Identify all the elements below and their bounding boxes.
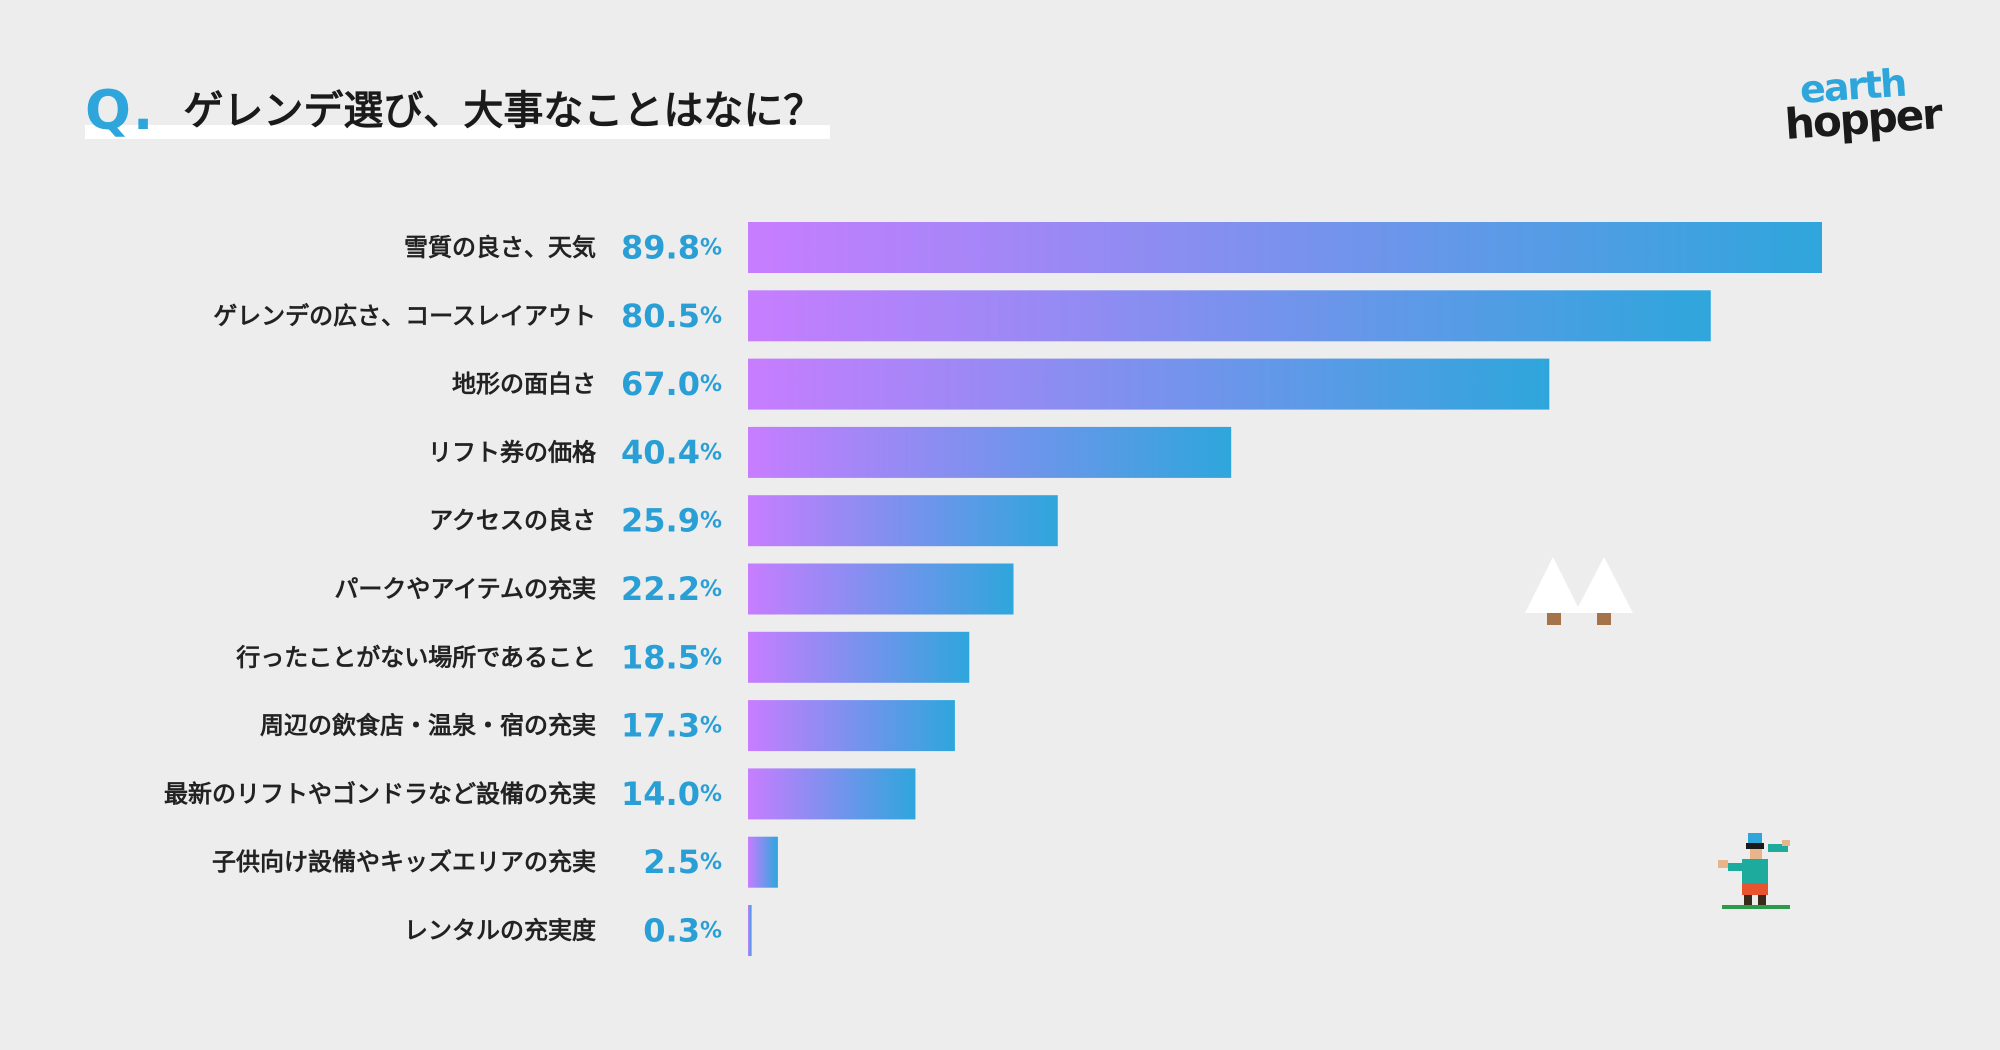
tree-trunk [1597,613,1611,625]
bar [748,836,778,888]
page-title: ゲレンデ選び、大事なことはなに？ [183,88,824,134]
value-label: 14.0% [621,775,722,813]
bars-layer: 雪質の良さ、天気 89.8% ゲレンデの広さ、コースレイアウト 80.5% 地形の面白さ… [164,222,1822,956]
bar [748,768,916,820]
bar [748,290,1711,342]
snowboarder-icon [1718,833,1790,909]
category-label: 周辺の飲食店・温泉・宿の充実 [260,712,596,740]
value-label: 18.5% [621,638,722,676]
bar [748,631,970,683]
bar [748,426,1232,478]
category-label: 最新のリフトやゴンドラなど設備の充実 [164,780,596,808]
category-label: 雪質の良さ、天気 [404,234,596,262]
category-label: 子供向け設備やキッズエリアの充実 [212,848,596,876]
question-mark: Q. [85,79,156,142]
category-label: ゲレンデの広さ、コースレイアウト [213,302,596,330]
value-label: 17.3% [621,707,722,745]
bar [748,563,1014,615]
bar [748,222,1822,273]
value-label: 80.5% [621,297,722,335]
category-label: アクセスの良さ [429,507,596,535]
bar [748,495,1058,547]
category-label: パークやアイテムの充実 [334,575,596,603]
category-label: リフト券の価格 [428,438,597,466]
bar [748,700,955,752]
title-underline [85,125,830,139]
value-label: 22.2% [621,570,722,608]
category-label: 行ったことがない場所であること [235,643,596,671]
value-label: 2.5% [643,843,722,881]
tree-icon [1525,557,1581,613]
title: Q. ゲレンデ選び、大事なことはなに？ [85,82,823,140]
value-label: 0.3% [643,912,722,950]
bar [748,358,1550,410]
value-label: 67.0% [621,365,722,403]
category-label: レンタルの充実度 [404,917,597,945]
value-label: 89.8% [621,229,722,267]
value-label: 40.4% [621,433,722,471]
category-label: 地形の面白さ [452,370,596,398]
tree-icons [1525,557,1633,625]
bar [748,905,752,956]
value-label: 25.9% [621,502,722,540]
tree-trunk [1547,613,1561,625]
tree-icon [1575,557,1633,613]
